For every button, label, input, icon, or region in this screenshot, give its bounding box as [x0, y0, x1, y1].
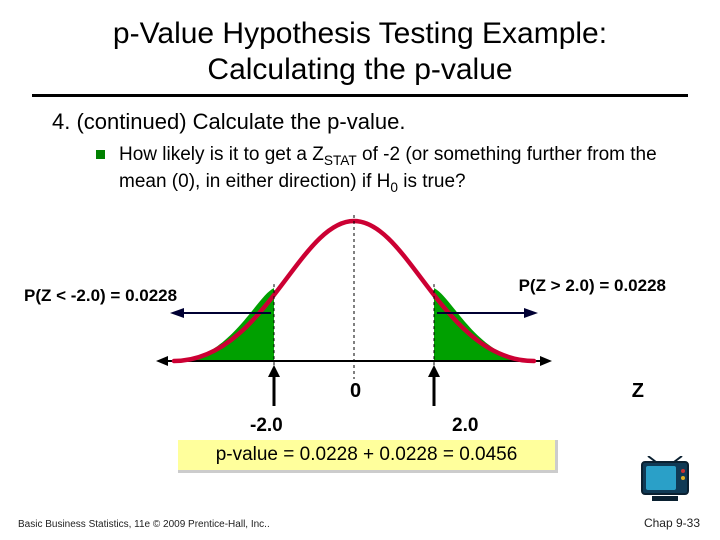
slide-title: p-Value Hypothesis Testing Example: Calc…	[64, 16, 656, 88]
footer-right: Chap 9-33	[644, 516, 700, 530]
tv-icon	[636, 456, 694, 506]
step-heading: 4. (continued) Calculate the p-value.	[52, 109, 688, 135]
diagram: P(Z < -2.0) = 0.0228 P(Z > 2.0) = 0.0228…	[24, 200, 696, 440]
axis-z-label: Z	[632, 380, 644, 403]
slide: p-Value Hypothesis Testing Example: Calc…	[0, 0, 720, 540]
title-line-2: Calculating the p-value	[207, 53, 512, 86]
bullet-item: How likely is it to get a ZSTAT of -2 (o…	[96, 143, 688, 196]
bullet-icon	[96, 150, 105, 159]
bullet-sub-2: 0	[390, 179, 398, 194]
bullet-seg-3: is true?	[398, 171, 466, 192]
curve-svg	[154, 203, 554, 443]
bullet-seg-1: How likely is it to get a Z	[119, 144, 324, 165]
title-line-1: p-Value Hypothesis Testing Example:	[113, 17, 607, 50]
bullet-text: How likely is it to get a ZSTAT of -2 (o…	[119, 143, 688, 196]
bullet-sub-1: STAT	[324, 153, 357, 168]
footer-left: Basic Business Statistics, 11e © 2009 Pr…	[18, 519, 270, 530]
axis-zero-label: 0	[350, 380, 361, 403]
z-neg-label: -2.0	[250, 415, 283, 437]
pvalue-box: p-value = 0.0228 + 0.0228 = 0.0456	[178, 440, 558, 473]
title-rule	[32, 94, 688, 97]
normal-curve	[154, 203, 554, 378]
z-pos-label: 2.0	[452, 415, 478, 437]
